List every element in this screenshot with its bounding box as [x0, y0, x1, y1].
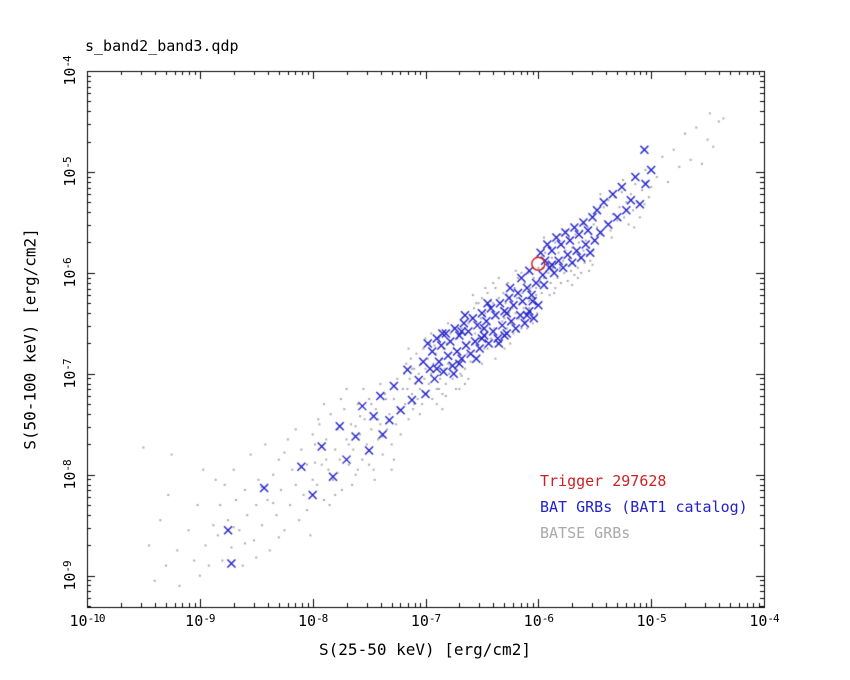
x-axis-title: S(25-50 keV) [erg/cm2]: [319, 640, 531, 659]
y-axis-title: S(50-100 keV) [erg/cm2]: [20, 228, 40, 450]
x-tick-label: 10-8: [298, 612, 328, 630]
legend-item: Trigger 297628: [540, 472, 667, 490]
plot-title: s_band2_band3.qdp: [85, 37, 239, 55]
y-tick-label: 10-7: [61, 359, 79, 389]
x-tick-label: 10-10: [69, 612, 106, 630]
legend-item: BAT GRBs (BAT1 catalog): [540, 498, 748, 516]
x-tick-label: 10-7: [410, 612, 441, 630]
legend-item: BATSE GRBs: [540, 524, 631, 542]
y-tick-label: 10-9: [61, 561, 79, 591]
x-tick-label: 10-9: [185, 612, 215, 630]
x-tick-label: 10-4: [749, 612, 779, 630]
y-tick-label: 10-6: [61, 258, 79, 288]
y-tick-label: 10-5: [61, 157, 79, 187]
x-tick-label: 10-6: [523, 612, 554, 630]
legend: Trigger 297628 BAT GRBs (BAT1 catalog) BAT…: [540, 468, 748, 546]
y-tick-label: 10-8: [61, 460, 79, 490]
y-tick-label: 10-4: [61, 56, 79, 86]
x-tick-label: 10-5: [636, 612, 667, 630]
